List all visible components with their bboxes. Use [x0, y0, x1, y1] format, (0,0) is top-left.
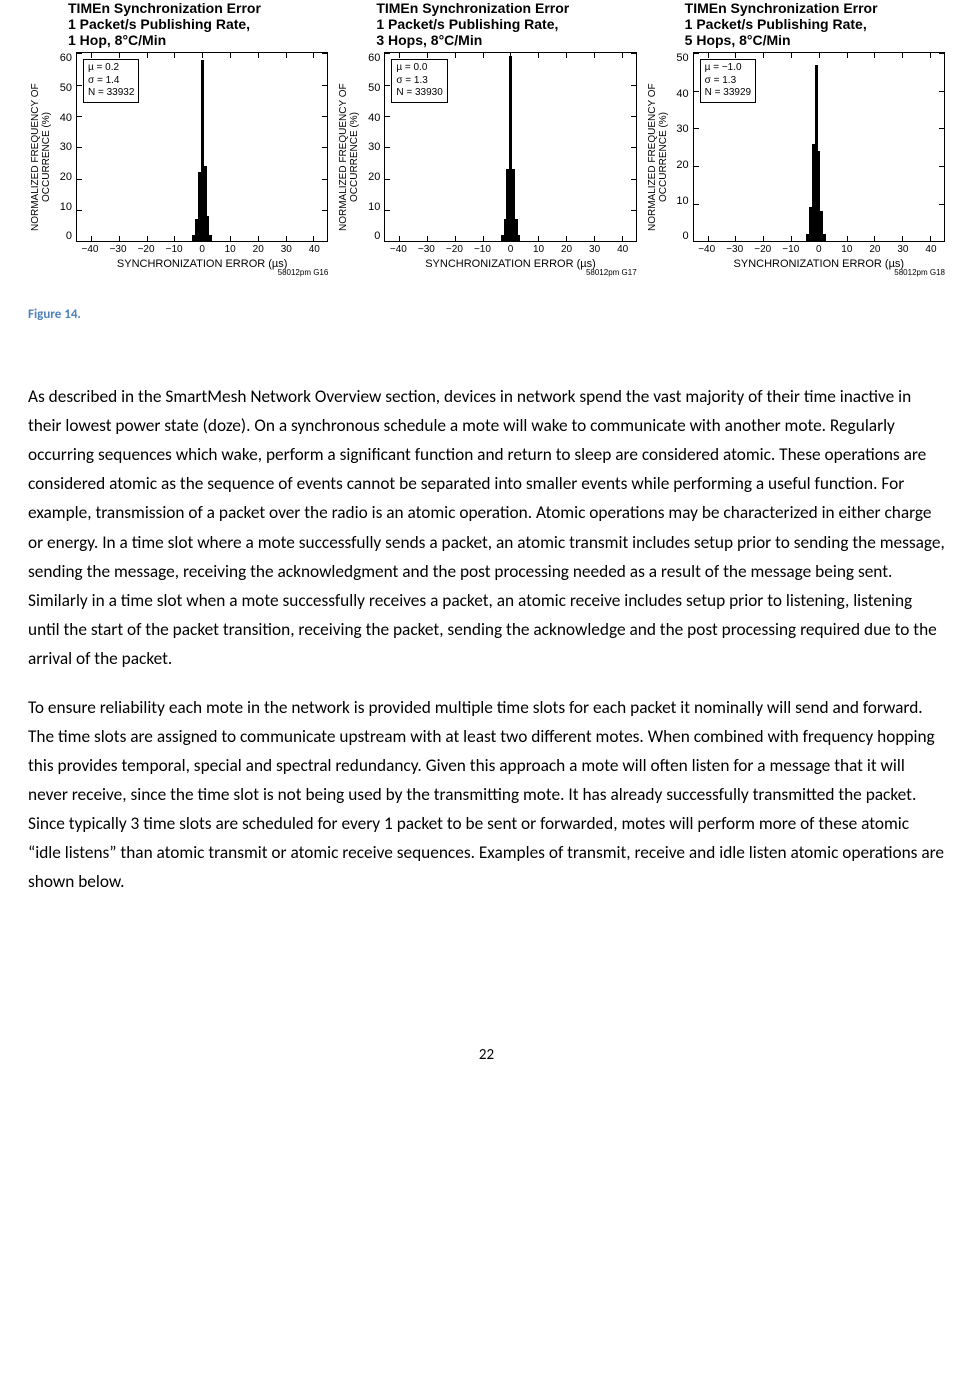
chart-2: TIMEn Synchronization Error 1 Packet/s P… — [336, 0, 636, 277]
y-axis-ticks: 50403020100 — [671, 52, 693, 242]
document-page: TIMEn Synchronization Error 1 Packet/s P… — [0, 0, 973, 1084]
charts-row: TIMEn Synchronization Error 1 Packet/s P… — [28, 0, 945, 277]
chart-title: TIMEn Synchronization Error 1 Packet/s P… — [685, 0, 945, 48]
figure-caption: Figure 14. — [28, 307, 945, 322]
x-axis-ticks: −40−30−20−10010203040 — [384, 244, 636, 256]
paragraph-2: To ensure reliability each mote in the n… — [28, 693, 945, 896]
plot-box: µ = 0.0 σ = 1.3 N = 33930 — [384, 52, 636, 242]
page-number: 22 — [28, 1046, 945, 1064]
x-axis-label: SYNCHRONIZATION ERROR (µs) — [693, 258, 945, 270]
stats-box: µ = 0.2 σ = 1.4 N = 33932 — [83, 59, 139, 103]
chart-1: TIMEn Synchronization Error 1 Packet/s P… — [28, 0, 328, 277]
plot-box: µ = 0.2 σ = 1.4 N = 33932 — [76, 52, 328, 242]
x-axis-label: SYNCHRONIZATION ERROR (µs) — [76, 258, 328, 270]
y-axis-ticks: 6050403020100 — [54, 52, 76, 242]
paragraph-1: As described in the SmartMesh Network Ov… — [28, 382, 945, 672]
x-axis-ticks: −40−30−20−10010203040 — [76, 244, 328, 256]
plot-box: µ = −1.0 σ = 1.3 N = 33929 — [693, 52, 945, 242]
stats-box: µ = 0.0 σ = 1.3 N = 33930 — [391, 59, 447, 103]
x-axis-ticks: −40−30−20−10010203040 — [693, 244, 945, 256]
x-axis-label: SYNCHRONIZATION ERROR (µs) — [384, 258, 636, 270]
y-axis-label: NORMALIZED FREQUENCY OF OCCURRENCE (%) — [28, 52, 54, 262]
y-axis-label: NORMALIZED FREQUENCY OF OCCURRENCE (%) — [336, 52, 362, 262]
body-text: As described in the SmartMesh Network Ov… — [28, 382, 945, 896]
chart-3: TIMEn Synchronization Error 1 Packet/s P… — [645, 0, 945, 277]
y-axis-label: NORMALIZED FREQUENCY OF OCCURRENCE (%) — [645, 52, 671, 262]
stats-box: µ = −1.0 σ = 1.3 N = 33929 — [700, 59, 756, 103]
histogram-bar — [209, 235, 212, 241]
histogram-bar — [823, 234, 826, 242]
histogram-bar — [517, 235, 520, 241]
chart-title: TIMEn Synchronization Error 1 Packet/s P… — [376, 0, 636, 48]
chart-title: TIMEn Synchronization Error 1 Packet/s P… — [68, 0, 328, 48]
y-axis-ticks: 6050403020100 — [362, 52, 384, 242]
